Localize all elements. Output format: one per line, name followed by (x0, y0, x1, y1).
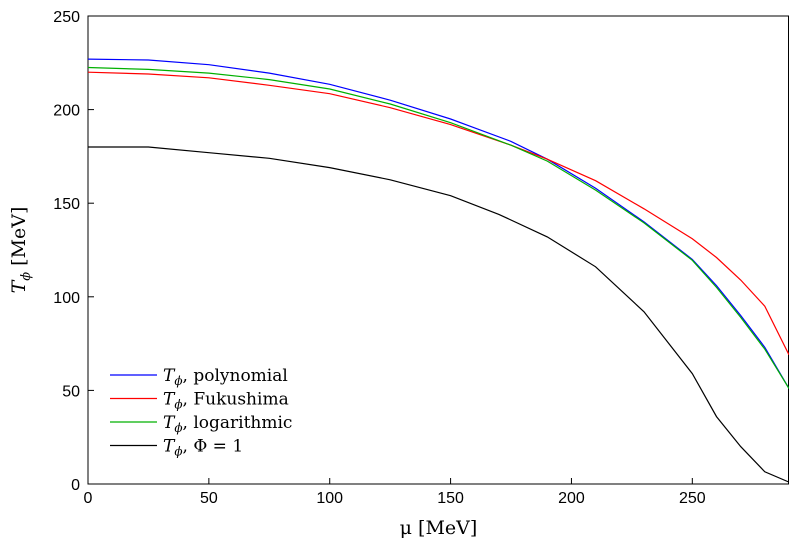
y-axis-label: Tϕ [MeV] (8, 207, 34, 294)
series-line-0 (87, 58, 789, 389)
x-tick-label: 150 (437, 490, 464, 507)
y-tick-label: 100 (53, 290, 80, 307)
y-axis-label-symbol: T (8, 279, 30, 293)
series-lines (87, 58, 789, 483)
x-tick-label: 200 (558, 490, 585, 507)
y-axis-label-unit: [MeV] (8, 207, 30, 266)
series-line-2 (87, 66, 789, 389)
x-tick-label: 100 (316, 490, 343, 507)
x-axis-label: μ [MeV] (400, 517, 478, 539)
series-line-1 (87, 71, 789, 356)
x-tick-label: 0 (84, 490, 93, 507)
series-line-3 (88, 146, 789, 483)
y-tick-label: 200 (53, 103, 80, 120)
legend-label: Tϕ, Fukushima (163, 390, 289, 412)
x-axis-ticks: 0 50 100 150 200 250 (84, 478, 706, 507)
y-tick-label: 250 (53, 9, 80, 26)
legend-label: Tϕ, polynomial (163, 366, 288, 388)
y-tick-label: 50 (62, 383, 80, 400)
x-tick-label: 250 (679, 490, 706, 507)
y-tick-label: 0 (71, 477, 80, 494)
y-axis-ticks: 0 50 100 150 200 250 (53, 9, 94, 494)
y-axis-label-subscript: ϕ (19, 272, 34, 281)
y-tick-label: 150 (53, 196, 80, 213)
legend-label: Tϕ, Φ = 1 (163, 437, 243, 459)
legend-label: Tϕ, logarithmic (163, 413, 292, 435)
x-tick-label: 50 (200, 490, 218, 507)
